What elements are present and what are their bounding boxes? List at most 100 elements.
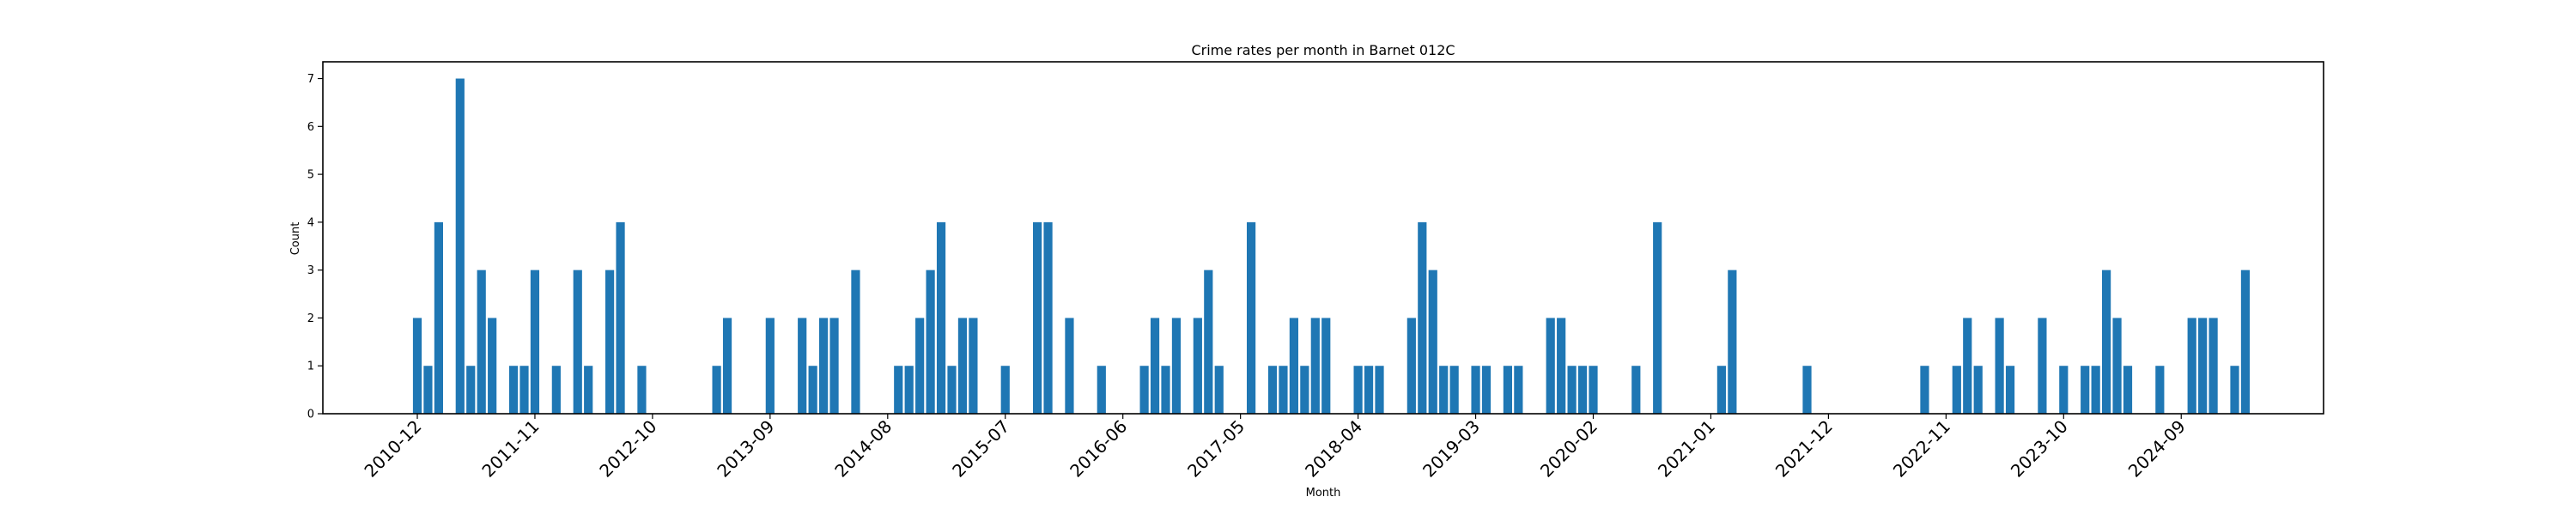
y-tick-label: 1 [307, 360, 314, 373]
bar-2011-07 [488, 318, 497, 414]
bar-2017-12 [1310, 318, 1320, 414]
bar-2013-05 [722, 318, 732, 414]
bar-2015-02 [947, 366, 957, 414]
bar-2018-01 [1321, 318, 1331, 414]
bar-2015-10 [1033, 221, 1042, 414]
bar-2010-12 [412, 318, 422, 414]
bar-2019-04 [1481, 366, 1492, 414]
y-tick-label: 7 [307, 73, 314, 86]
y-tick-label: 6 [307, 121, 314, 134]
bar-2016-10 [1161, 366, 1170, 414]
y-axis: 0 1 2 3 4 5 6 7 [307, 73, 323, 421]
bar-2020-06 [1631, 366, 1641, 414]
bar-2018-06 [1375, 366, 1384, 414]
bar-2019-07 [1514, 366, 1523, 414]
bar-2016-09 [1150, 318, 1160, 414]
x-axis-label: Month [1306, 487, 1341, 500]
bar-2012-09 [637, 366, 647, 414]
bar-2012-07 [616, 221, 625, 414]
y-tick-label: 0 [307, 409, 314, 421]
bar-2025-02 [2230, 366, 2239, 414]
bar-2011-11 [530, 270, 540, 414]
bar-2011-02 [434, 221, 443, 414]
bar-2023-04 [1995, 318, 2004, 414]
bar-2023-10 [2059, 366, 2069, 414]
bar-2015-03 [957, 318, 968, 414]
plot-frame [322, 61, 2324, 415]
bar-2014-01 [808, 366, 817, 414]
bar-2018-09 [1406, 318, 1416, 414]
bar-2021-02 [1716, 366, 1726, 414]
bar-2014-05 [851, 270, 860, 414]
bar-2015-07 [1000, 366, 1010, 414]
bar-2021-03 [1728, 270, 1737, 414]
bar-2024-02 [2102, 270, 2111, 414]
bar-2022-09 [1920, 366, 1929, 414]
bar-2021-10 [1802, 366, 1812, 414]
bar-2013-04 [712, 366, 721, 414]
bar-2012-03 [573, 270, 582, 414]
bar-2019-06 [1503, 366, 1512, 414]
y-axis-label: Count [289, 222, 302, 256]
bar-2014-11 [915, 318, 925, 414]
y-tick-label: 3 [307, 264, 314, 277]
bar-2020-02 [1589, 366, 1598, 414]
bar-2017-09 [1279, 366, 1288, 414]
bar-2019-01 [1449, 366, 1459, 414]
bar-2012-04 [584, 366, 593, 414]
bar-2020-08 [1653, 221, 1662, 414]
bar-2012-06 [605, 270, 615, 414]
bar-2019-10 [1546, 318, 1555, 414]
bar-2014-02 [819, 318, 829, 414]
bar-2017-06 [1247, 221, 1256, 414]
bar-2024-07 [2155, 366, 2165, 414]
bar-2017-03 [1214, 366, 1224, 414]
bar-2017-08 [1267, 366, 1278, 414]
bar-2017-02 [1204, 270, 1213, 414]
bar-2015-01 [936, 221, 946, 414]
bar-2017-11 [1300, 366, 1309, 414]
bar-2018-11 [1428, 270, 1437, 414]
bar-2023-12 [2081, 366, 2090, 414]
bar-2011-04 [455, 78, 465, 415]
bar-2019-12 [1567, 366, 1577, 414]
bar-2016-04 [1097, 366, 1106, 414]
bar-2023-08 [2038, 318, 2047, 414]
bar-2024-12 [2208, 318, 2218, 414]
bar-2024-10 [2187, 318, 2196, 414]
bar-2019-03 [1471, 366, 1480, 414]
bar-2023-05 [2005, 366, 2015, 414]
chart-title: Crime rates per month in Barnet 012C [1191, 42, 1455, 58]
bar-2012-01 [551, 366, 561, 414]
bar-2017-01 [1193, 318, 1202, 414]
bar-2020-01 [1577, 366, 1588, 414]
bar-2023-01 [1963, 318, 1972, 414]
bar-2024-04 [2123, 366, 2133, 414]
bar-2015-11 [1043, 221, 1053, 414]
bar-2016-08 [1139, 366, 1149, 414]
bar-2013-09 [765, 318, 775, 414]
bar-2014-03 [829, 318, 839, 414]
bar-series [412, 78, 2251, 415]
bar-2016-01 [1065, 318, 1074, 414]
bar-2014-10 [904, 366, 914, 414]
bar-2011-05 [466, 366, 476, 414]
bar-2018-05 [1364, 366, 1374, 414]
bar-2011-06 [477, 270, 486, 414]
bar-2011-10 [519, 366, 529, 414]
bar-2025-03 [2240, 270, 2251, 414]
y-tick-label: 4 [307, 216, 314, 229]
bar-2018-10 [1418, 221, 1427, 414]
bar-2024-03 [2112, 318, 2122, 414]
bar-2024-01 [2091, 366, 2100, 414]
bar-2016-11 [1171, 318, 1182, 414]
bar-2011-09 [508, 366, 519, 414]
bar-2017-10 [1289, 318, 1298, 414]
bar-2014-09 [894, 366, 903, 414]
bar-2018-12 [1439, 366, 1449, 414]
bar-2014-12 [926, 270, 935, 414]
y-tick-label: 5 [307, 169, 314, 182]
bar-2023-02 [1973, 366, 1983, 414]
